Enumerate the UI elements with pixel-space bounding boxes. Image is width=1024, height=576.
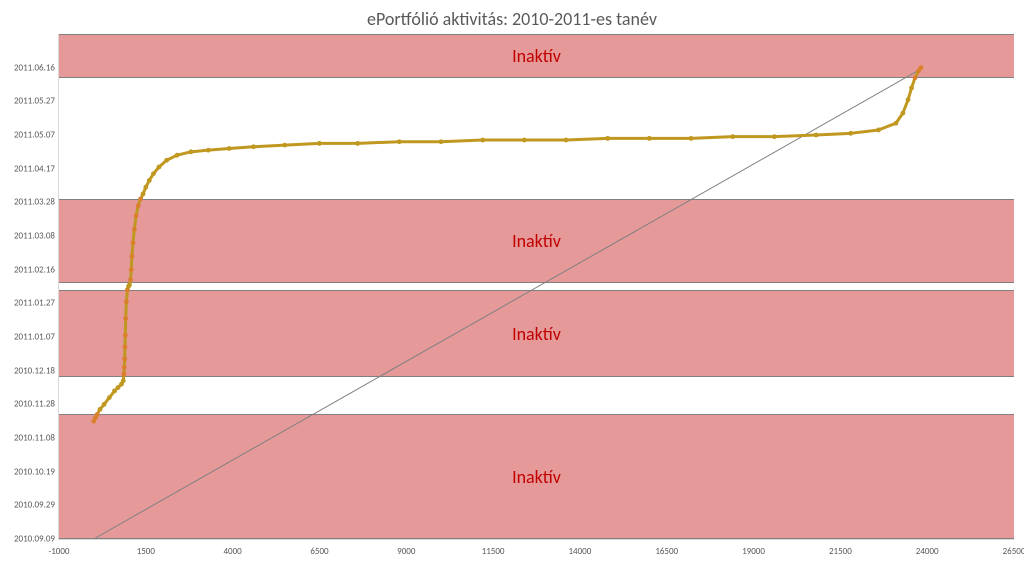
data-point xyxy=(147,178,152,183)
data-point xyxy=(123,316,128,321)
data-point xyxy=(772,134,777,139)
data-point xyxy=(397,139,402,144)
data-point xyxy=(128,277,133,282)
data-point xyxy=(123,333,128,338)
y-tick-label: 2011.05.07 xyxy=(7,130,55,141)
x-tick-label: 1500 xyxy=(137,546,155,557)
x-tick-label: 26500 xyxy=(1003,546,1024,557)
data-point xyxy=(151,171,156,176)
data-point xyxy=(689,136,694,141)
data-point xyxy=(605,136,610,141)
data-point xyxy=(900,111,905,116)
y-tick-label: 2011.02.16 xyxy=(7,264,55,275)
data-point xyxy=(906,97,911,102)
data-point xyxy=(730,134,735,139)
data-point xyxy=(130,254,135,259)
x-tick-label: 24000 xyxy=(916,546,939,557)
y-tick-label: 2011.04.17 xyxy=(7,163,55,174)
data-point xyxy=(913,75,918,80)
data-point xyxy=(164,158,169,163)
plot-area: InaktívInaktívInaktívInaktív 2010.09.092… xyxy=(58,34,1014,540)
data-point xyxy=(131,240,136,245)
x-tick-label: 19000 xyxy=(742,546,765,557)
y-tick-label: 2011.06.16 xyxy=(7,62,55,73)
data-point xyxy=(112,388,117,393)
data-point xyxy=(123,345,128,350)
data-point xyxy=(102,402,107,407)
x-tick-label: 6500 xyxy=(310,546,328,557)
x-tick-label: 21500 xyxy=(829,546,852,557)
x-tick-label: -1000 xyxy=(48,546,69,557)
x-tick-label: 4000 xyxy=(224,546,242,557)
y-tick-label: 2010.11.28 xyxy=(7,399,55,410)
data-point xyxy=(141,192,146,197)
data-point xyxy=(98,407,103,412)
data-point xyxy=(127,282,132,287)
data-point xyxy=(317,141,322,146)
data-point xyxy=(175,153,180,158)
data-series-line xyxy=(94,68,921,422)
data-point xyxy=(107,395,112,400)
y-tick-label: 2011.03.08 xyxy=(7,231,55,242)
data-point xyxy=(124,299,129,304)
data-point xyxy=(227,146,232,151)
data-point xyxy=(189,149,194,154)
data-point xyxy=(919,65,924,70)
data-point xyxy=(894,121,899,126)
data-point xyxy=(138,197,143,202)
chart-area: InaktívInaktívInaktívInaktív 2010.09.092… xyxy=(10,34,1014,564)
data-point xyxy=(480,138,485,143)
data-point xyxy=(206,148,211,153)
data-point xyxy=(876,128,881,133)
y-tick-label: 2011.01.27 xyxy=(7,298,55,309)
data-point xyxy=(129,267,134,272)
data-point xyxy=(122,365,127,370)
data-point xyxy=(134,213,139,218)
chart-svg xyxy=(59,34,1014,539)
y-tick-label: 2011.03.28 xyxy=(7,197,55,208)
data-point xyxy=(251,144,256,149)
x-tick-label: 11500 xyxy=(482,546,505,557)
y-tick-label: 2010.11.08 xyxy=(7,433,55,444)
data-point xyxy=(122,356,127,361)
page-title: ePortfólió aktivitás: 2010-2011-es tanév xyxy=(0,0,1024,34)
data-point xyxy=(136,203,141,208)
data-point xyxy=(143,185,148,190)
data-point xyxy=(848,131,853,136)
data-point xyxy=(116,385,121,390)
data-point xyxy=(564,138,569,143)
data-point xyxy=(157,165,162,170)
y-tick-label: 2011.01.07 xyxy=(7,332,55,343)
data-point xyxy=(132,227,137,232)
data-point xyxy=(121,378,126,383)
data-point xyxy=(439,139,444,144)
data-point xyxy=(355,141,360,146)
y-tick-label: 2010.09.09 xyxy=(7,534,55,545)
x-tick-label: 16500 xyxy=(655,546,678,557)
y-tick-label: 2010.10.19 xyxy=(7,466,55,477)
data-point xyxy=(122,372,127,377)
data-point xyxy=(95,412,100,417)
data-point xyxy=(522,138,527,143)
data-point xyxy=(282,143,287,148)
data-point xyxy=(647,136,652,141)
x-tick-label: 14000 xyxy=(569,546,592,557)
data-point xyxy=(814,133,819,138)
x-tick-label: 9000 xyxy=(397,546,415,557)
y-tick-label: 2011.05.27 xyxy=(7,96,55,107)
data-point xyxy=(909,85,914,90)
y-tick-label: 2010.09.29 xyxy=(7,500,55,511)
y-tick-label: 2010.12.18 xyxy=(7,365,55,376)
